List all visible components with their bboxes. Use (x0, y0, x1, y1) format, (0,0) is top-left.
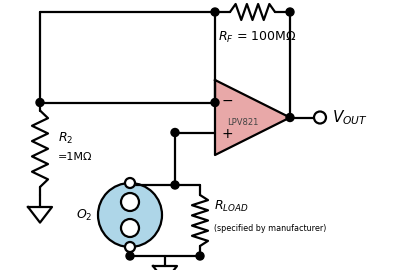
Polygon shape (215, 80, 290, 155)
Text: +: + (221, 127, 233, 141)
Text: −: − (221, 93, 233, 107)
Circle shape (125, 242, 135, 252)
Text: $R_2$: $R_2$ (58, 131, 73, 146)
Text: =1MΩ: =1MΩ (58, 152, 92, 162)
Text: $O_2$: $O_2$ (76, 207, 92, 222)
Circle shape (126, 252, 134, 260)
Circle shape (171, 129, 179, 137)
Text: $R_{LOAD}$: $R_{LOAD}$ (214, 199, 249, 214)
Circle shape (36, 99, 44, 106)
Circle shape (196, 252, 204, 260)
Circle shape (286, 113, 294, 122)
Text: LPV821: LPV821 (227, 118, 259, 127)
Circle shape (211, 8, 219, 16)
Circle shape (125, 178, 135, 188)
Text: $R_F$ = 100MΩ: $R_F$ = 100MΩ (218, 30, 297, 45)
Circle shape (121, 219, 139, 237)
Circle shape (211, 99, 219, 106)
Circle shape (171, 181, 179, 189)
Text: $V_{OUT}$: $V_{OUT}$ (332, 108, 368, 127)
Circle shape (314, 112, 326, 123)
Text: (specified by manufacturer): (specified by manufacturer) (214, 224, 326, 233)
Circle shape (286, 8, 294, 16)
Circle shape (121, 193, 139, 211)
Circle shape (98, 183, 162, 247)
